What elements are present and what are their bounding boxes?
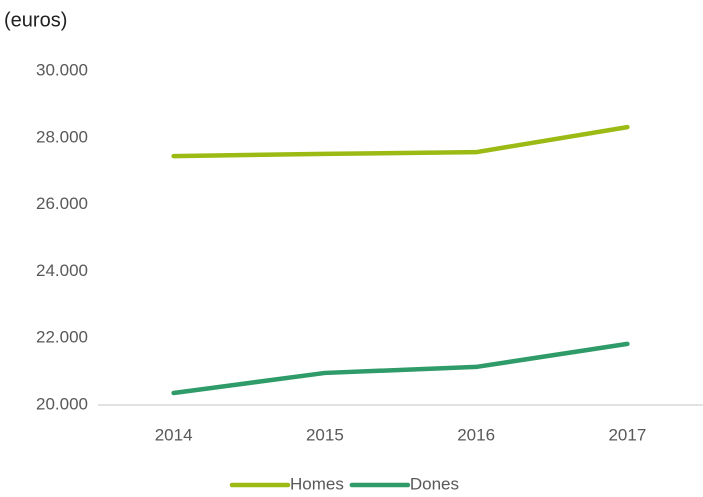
- legend-label: Homes: [290, 474, 344, 493]
- y-tick-label: 20.000: [36, 394, 88, 413]
- y-tick-label: 24.000: [36, 261, 88, 280]
- series-line: [171, 341, 630, 396]
- x-tick-label: 2017: [608, 425, 646, 444]
- y-tick-label: 22.000: [36, 328, 88, 347]
- x-tick-label: 2016: [457, 425, 495, 444]
- series-line: [171, 124, 630, 159]
- y-tick-label: 28.000: [36, 127, 88, 146]
- x-tick-label: 2014: [155, 425, 193, 444]
- y-axis-label: (euros): [4, 9, 67, 31]
- x-tick-label: 2015: [306, 425, 344, 444]
- y-tick-label: 30.000: [36, 60, 88, 79]
- y-tick-label: 26.000: [36, 194, 88, 213]
- legend-label: Dones: [410, 474, 459, 493]
